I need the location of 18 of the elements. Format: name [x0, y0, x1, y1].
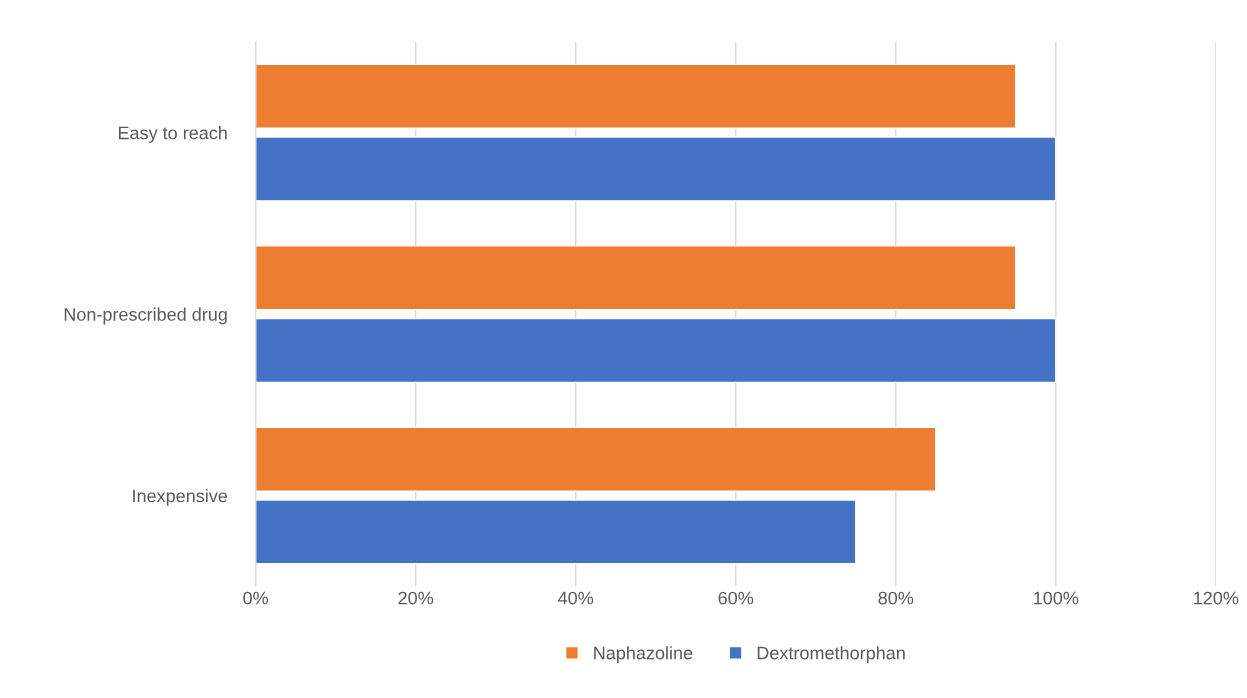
x-tick-label: 0%	[243, 591, 269, 605]
legend-label: Dextromethorphan	[757, 646, 905, 663]
x-tick-label: 120%	[1194, 591, 1239, 605]
y-tick-label: Easy to reach	[118, 126, 227, 143]
x-tick-label: 20%	[398, 591, 434, 605]
bar	[255, 317, 1057, 384]
x-tick-label: 40%	[558, 591, 594, 605]
y-tick-label: Non-prescribed drug	[64, 307, 227, 325]
bar	[255, 63, 1017, 129]
legend-label: Naphazoline	[594, 646, 693, 663]
y-tick-label: Inexpensive	[133, 489, 228, 506]
bar	[255, 136, 1057, 202]
bar	[255, 426, 937, 492]
bar	[255, 499, 857, 565]
bar	[255, 245, 1017, 311]
x-tick-label: 60%	[718, 591, 754, 605]
x-tick-label: 100%	[1034, 591, 1079, 605]
x-tick-label: 80%	[878, 591, 914, 605]
